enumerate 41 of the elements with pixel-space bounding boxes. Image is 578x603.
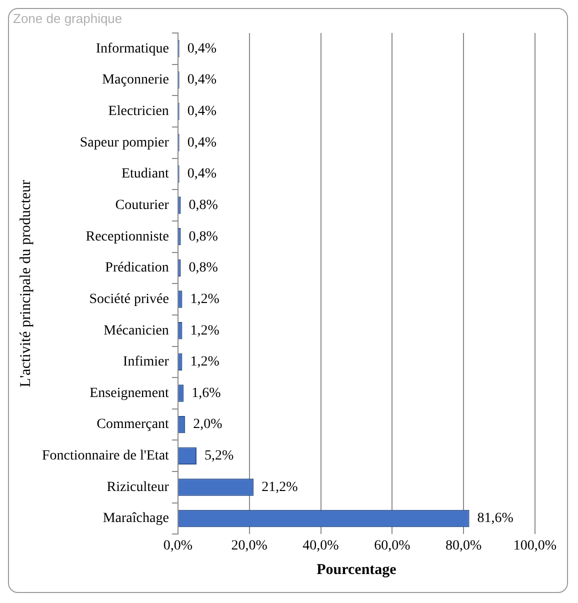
y-tick-label: Couturier xyxy=(115,198,170,213)
x-tick-label: 0,0% xyxy=(163,538,193,554)
data-label: 1,2% xyxy=(190,354,220,370)
y-tick-label: Sapeur pompier xyxy=(80,135,170,150)
x-tick-label: 20,0% xyxy=(231,538,268,554)
y-tick-label: Maçonnerie xyxy=(102,72,169,88)
y-axis-title: L'activité principale du producteur xyxy=(18,180,34,388)
y-tick-label: Mécanicien xyxy=(104,323,169,338)
y-tick-label: Electricien xyxy=(108,104,169,119)
data-label: 5,2% xyxy=(204,448,234,464)
x-tick-label: 60,0% xyxy=(374,538,411,554)
data-label: 21,2% xyxy=(262,480,298,495)
y-tick-label: Commerçant xyxy=(96,417,170,432)
y-tick-label: Receptionniste xyxy=(86,229,169,244)
data-label: 81,6% xyxy=(477,511,514,526)
data-label: 1,2% xyxy=(190,292,220,307)
data-label: 0,8% xyxy=(188,229,218,244)
x-tick-label: 100,0% xyxy=(513,538,557,554)
data-label: 1,2% xyxy=(190,323,220,338)
y-tick-label: Société privée xyxy=(89,292,169,307)
y-tick-label: Etudiant xyxy=(121,166,170,182)
data-label: 1,6% xyxy=(192,386,222,401)
y-tick-label: Maraîchage xyxy=(102,511,169,526)
x-tick-label: 80,0% xyxy=(446,538,482,554)
data-label: 0,8% xyxy=(188,198,218,213)
data-label: 0,4% xyxy=(187,135,217,150)
y-tick-label: Informatique xyxy=(96,41,169,56)
text: Zone de graphique xyxy=(13,11,122,26)
data-label: 0,4% xyxy=(187,166,217,182)
data-label: 2,0% xyxy=(193,417,223,432)
y-tick-label: Riziculteur xyxy=(106,480,170,495)
y-tick-label: Prédication xyxy=(105,260,169,276)
x-tick-label: 40,0% xyxy=(302,538,340,554)
y-tick-label: Enseignement xyxy=(90,386,170,401)
data-label: 0,4% xyxy=(187,72,217,88)
data-label: 0,4% xyxy=(187,104,217,119)
data-label: 0,4% xyxy=(187,41,217,56)
y-tick-label: Infimier xyxy=(123,354,170,370)
data-label: 0,8% xyxy=(188,260,218,276)
x-axis-title: Pourcentage xyxy=(316,562,397,578)
y-tick-label: Fonctionnaire de l'Etat xyxy=(42,448,170,464)
